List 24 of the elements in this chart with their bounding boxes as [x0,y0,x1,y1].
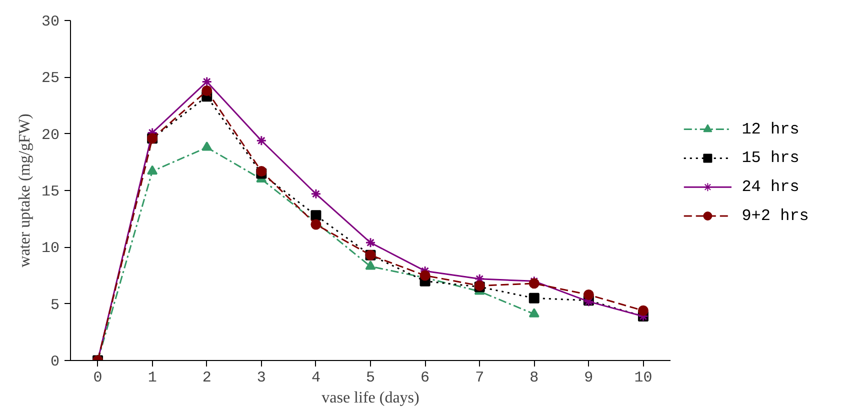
legend-label: 12 hrs [742,120,800,138]
x-tick-label: 10 [634,370,652,386]
x-tick-label: 6 [420,370,430,386]
legend-label: 9+2 hrs [742,207,809,225]
y-tick-label: 20 [41,126,60,144]
legend-label: 15 hrs [742,149,800,168]
x-tick-label: 8 [530,370,539,386]
legend-label: 24 hrs [742,178,800,196]
x-tick-label: 0 [93,370,102,386]
x-axis-title: vase life (days) [322,390,420,406]
y-tick-label: 15 [41,184,60,200]
x-tick-label: 4 [311,370,320,386]
y-tick-label: 10 [41,240,60,258]
x-tick-label: 7 [475,370,484,386]
y-axis-title: water uptake (mg/gFW) [16,114,34,268]
y-tick-label: 30 [41,14,60,30]
x-tick-label: 1 [148,370,157,386]
y-tick-label: 25 [41,70,60,88]
y-tick-label: 5 [50,296,60,314]
x-tick-label: 3 [256,370,266,386]
y-tick-label: 0 [50,354,60,370]
x-tick-label: 2 [202,370,212,386]
x-tick-label: 9 [584,370,594,386]
x-tick-label: 5 [366,370,376,386]
